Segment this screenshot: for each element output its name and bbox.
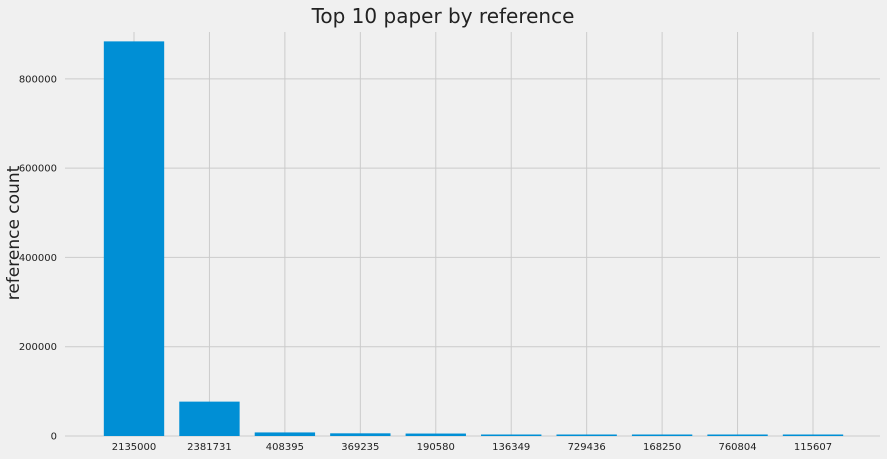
bar bbox=[103, 41, 165, 437]
bar bbox=[707, 434, 768, 436]
bar bbox=[481, 434, 542, 436]
y-tick-labels: 0 200000 400000 600000 800000 bbox=[19, 74, 57, 442]
y-axis-label: reference count bbox=[4, 165, 24, 300]
x-tick-label: 729436 bbox=[568, 442, 606, 453]
x-tick-label: 115607 bbox=[794, 442, 832, 453]
x-tick-label: 408395 bbox=[266, 442, 304, 453]
y-tick-label: 0 bbox=[51, 432, 57, 443]
grid-lines bbox=[65, 32, 880, 437]
y-tick-label: 200000 bbox=[19, 342, 57, 353]
y-tick-label: 400000 bbox=[19, 253, 57, 264]
bar bbox=[254, 432, 316, 436]
bar bbox=[556, 434, 617, 436]
bars bbox=[103, 41, 844, 437]
bar bbox=[782, 434, 844, 436]
y-tick-label: 800000 bbox=[19, 74, 57, 85]
x-tick-label: 2381731 bbox=[187, 442, 232, 453]
x-tick-label: 190580 bbox=[417, 442, 455, 453]
bar bbox=[330, 433, 391, 436]
y-tick-label: 600000 bbox=[19, 164, 57, 175]
chart-title: Top 10 paper by reference bbox=[311, 4, 575, 28]
x-tick-label: 168250 bbox=[643, 442, 681, 453]
x-tick-labels: 2135000 2381731 408395 369235 190580 136349 72… bbox=[112, 442, 832, 453]
x-tick-label: 369235 bbox=[341, 442, 379, 453]
x-tick-label: 2135000 bbox=[112, 442, 157, 453]
x-tick-label: 760804 bbox=[718, 442, 756, 453]
bar bbox=[405, 433, 466, 436]
bar bbox=[631, 434, 693, 436]
x-tick-label: 136349 bbox=[492, 442, 530, 453]
bar bbox=[179, 401, 240, 436]
